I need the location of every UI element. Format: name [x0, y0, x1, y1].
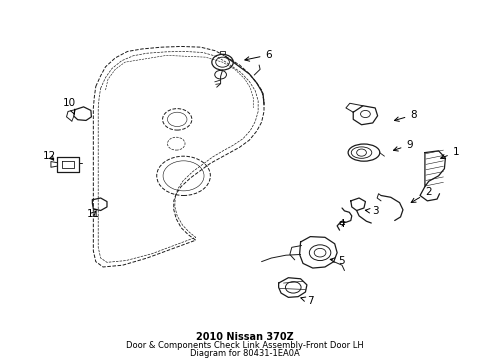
Text: Diagram for 80431-1EA0A: Diagram for 80431-1EA0A: [189, 349, 299, 358]
Text: 9: 9: [393, 140, 412, 151]
Text: 10: 10: [63, 98, 76, 114]
Text: 2010 Nissan 370Z: 2010 Nissan 370Z: [195, 332, 293, 342]
Text: 7: 7: [300, 296, 313, 306]
Text: 11: 11: [86, 209, 100, 219]
Text: 12: 12: [43, 151, 56, 161]
Text: 8: 8: [394, 110, 416, 121]
Text: 1: 1: [440, 147, 458, 159]
Text: 5: 5: [329, 256, 344, 266]
Text: Door & Components Check Link Assembly-Front Door LH: Door & Components Check Link Assembly-Fr…: [125, 341, 363, 350]
Text: 4: 4: [338, 219, 345, 229]
Text: 6: 6: [244, 50, 271, 61]
Text: 3: 3: [365, 206, 378, 216]
Text: 2: 2: [410, 188, 430, 202]
